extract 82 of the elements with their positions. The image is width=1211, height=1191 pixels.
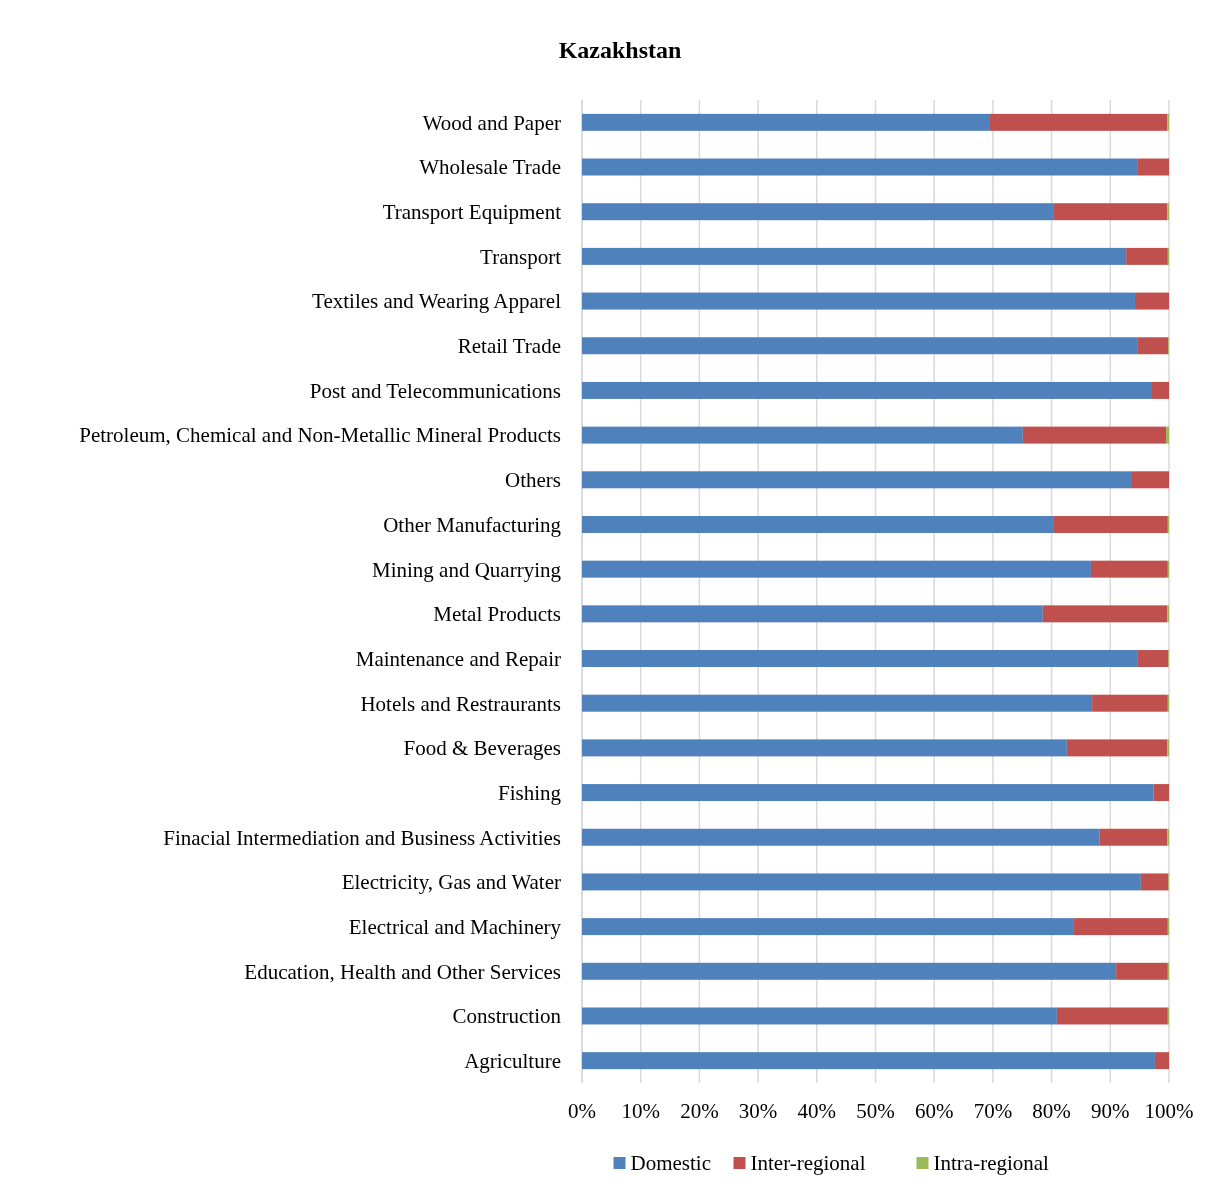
y-tick-label: Retail Trade <box>457 334 561 359</box>
bar <box>1090 560 1168 578</box>
legend-label: Domestic <box>630 1151 711 1175</box>
y-tick-label: Petroleum, Chemical and Non-Metallic Mineral Products <box>79 423 561 448</box>
bar <box>989 113 1168 131</box>
bar <box>582 337 1138 355</box>
bar <box>1154 1052 1169 1070</box>
bar <box>582 694 1093 712</box>
bar <box>1134 292 1169 310</box>
bar <box>1042 605 1168 623</box>
bar <box>582 962 1117 980</box>
bar <box>1053 203 1168 221</box>
bar <box>582 873 1141 891</box>
bar <box>1092 694 1168 712</box>
y-tick-label: Electrical and Machinery <box>348 914 562 939</box>
y-tick-label: Electricity, Gas and Water <box>341 870 561 895</box>
x-tick-label: 50% <box>856 1099 895 1123</box>
y-tick-label: Wood and Paper <box>422 110 561 135</box>
bar <box>1153 784 1169 802</box>
bar <box>1132 471 1169 489</box>
bar <box>1073 918 1168 936</box>
y-tick-label: Fishing <box>497 780 562 805</box>
bar <box>1137 337 1169 355</box>
y-tick-label: Mining and Quarrying <box>372 557 562 582</box>
bar <box>1066 739 1168 757</box>
legend-label: Inter-regional <box>750 1151 866 1175</box>
bar <box>582 784 1154 802</box>
y-tick-label: Finacial Intermediation and Business Activities <box>163 825 561 850</box>
x-tick-label: 100% <box>1144 1099 1194 1123</box>
y-tick-label: Wholesale Trade <box>419 155 561 180</box>
bar <box>582 381 1152 399</box>
bar <box>582 650 1138 668</box>
y-tick-label: Post and Telecommunications <box>309 378 561 403</box>
x-tick-label: 90% <box>1091 1099 1130 1123</box>
x-tick-label: 70% <box>973 1099 1013 1123</box>
y-tick-label: Metal Products <box>433 602 561 627</box>
bar <box>1053 515 1168 533</box>
bar <box>1140 873 1169 891</box>
bar <box>582 1052 1155 1070</box>
bar <box>1137 158 1169 176</box>
bar <box>582 1007 1057 1025</box>
bar <box>1022 426 1167 444</box>
bar <box>1116 962 1168 980</box>
bar <box>582 158 1138 176</box>
y-tick-label: Hotels and Restraurants <box>360 691 561 716</box>
y-tick-label: Construction <box>452 1004 562 1029</box>
bar <box>582 560 1091 578</box>
y-tick-label: Maintenance and Repair <box>355 646 561 671</box>
x-tick-label: 10% <box>621 1099 660 1123</box>
x-tick-label: 0% <box>568 1099 596 1123</box>
legend-label: Intra-regional <box>933 1151 1050 1175</box>
x-tick-label: 60% <box>914 1099 954 1123</box>
y-tick-label: Transport <box>480 244 562 269</box>
x-tick-label: 40% <box>797 1099 837 1123</box>
bar <box>582 605 1043 623</box>
bar <box>582 918 1074 936</box>
y-tick-label: Other Manufacturing <box>383 512 562 537</box>
y-tick-label: Food & Beverages <box>403 736 561 761</box>
y-tick-label: Textiles and Wearing Apparel <box>312 289 562 314</box>
chart-title: Kazakhstan <box>558 37 682 63</box>
bar <box>582 471 1133 489</box>
x-tick-label: 20% <box>680 1099 719 1123</box>
bar <box>582 515 1054 533</box>
bar <box>582 739 1067 757</box>
y-tick-label: Agriculture <box>464 1049 561 1074</box>
y-tick-label: Transport Equipment <box>382 200 562 225</box>
bar <box>582 426 1023 444</box>
bar <box>582 113 990 131</box>
bar <box>582 828 1100 846</box>
x-tick-label: 30% <box>738 1099 778 1123</box>
bar <box>1056 1007 1168 1025</box>
y-tick-label: Education, Health and Other Services <box>244 959 561 984</box>
bar <box>582 203 1054 221</box>
x-tick-label: 80% <box>1032 1099 1071 1123</box>
bar <box>1166 426 1169 444</box>
bar <box>1137 650 1169 668</box>
bar <box>1151 381 1169 399</box>
bar <box>1099 828 1168 846</box>
bar <box>582 247 1127 265</box>
bar <box>1126 247 1168 265</box>
y-tick-label: Others <box>505 468 561 493</box>
bar <box>582 292 1135 310</box>
